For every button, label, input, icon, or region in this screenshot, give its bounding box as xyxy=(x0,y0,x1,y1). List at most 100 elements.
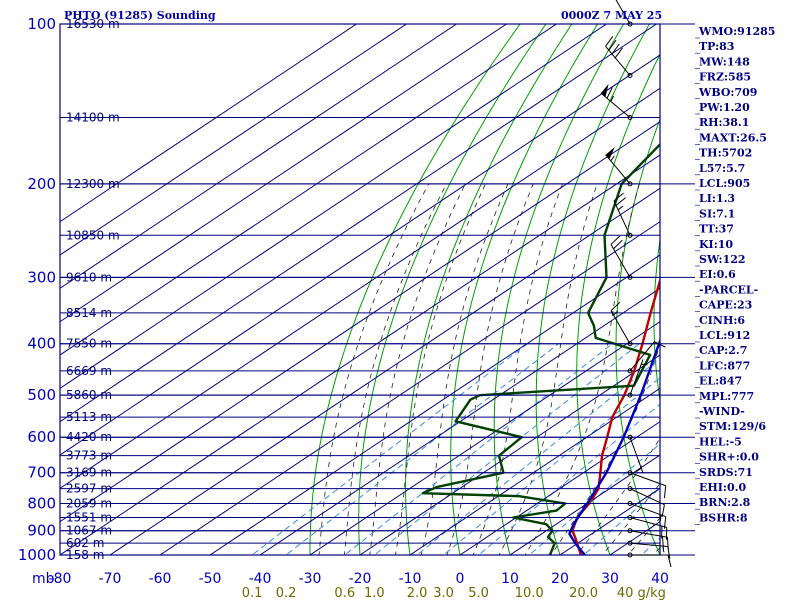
temperature-tick-label: -70 xyxy=(99,571,122,587)
wind-barb xyxy=(610,301,633,347)
height-label: 5113 m xyxy=(66,410,112,424)
barb-station xyxy=(627,115,633,121)
mixing-ratio-label: 5.0 xyxy=(468,586,489,600)
barb-half xyxy=(617,205,624,211)
wind-barb xyxy=(627,501,667,529)
isotherm xyxy=(60,24,357,223)
index-value: EL:847 xyxy=(699,375,742,388)
barb-full xyxy=(613,192,624,202)
sounding-time: 0000Z 7 MAY 25 xyxy=(561,9,662,22)
barb-staff xyxy=(615,0,631,25)
temperature-tick-label: -10 xyxy=(399,571,422,587)
sounding-traces xyxy=(421,142,660,555)
wind-barb xyxy=(627,341,666,374)
height-label: 158 m xyxy=(66,548,104,562)
barb-full xyxy=(611,43,620,55)
barb-staff xyxy=(629,437,644,474)
index-value: TT:37 xyxy=(699,223,734,236)
barb-station xyxy=(627,392,633,398)
mixing-ratio-label: 40 g/kg xyxy=(617,586,666,600)
index-value: STM:129/6 xyxy=(699,420,766,433)
height-label: 14100 m xyxy=(66,111,120,125)
index-value: LI:1.3 xyxy=(699,192,735,205)
index-value: BRN:2.8 xyxy=(699,496,751,509)
pressure-tick-label: 800 xyxy=(27,495,56,513)
parcel-line xyxy=(568,338,660,555)
barb-half xyxy=(613,310,619,316)
wind-barb xyxy=(615,0,633,27)
isotherm xyxy=(309,321,660,555)
isotherm xyxy=(359,354,660,555)
pressure-tick-label: 900 xyxy=(27,522,56,540)
mixing-ratio-label: 1.0 xyxy=(364,586,385,600)
moist-adiabat xyxy=(498,183,598,555)
moist-adiabat xyxy=(394,183,486,555)
temperature-tick-label: -60 xyxy=(149,571,172,587)
dry-adiabat xyxy=(576,53,660,555)
temperature-tick-label: -20 xyxy=(349,571,372,587)
barb-full xyxy=(661,536,664,549)
mixing-ratio-label: 10.0 xyxy=(515,586,544,600)
mixing-ratio-line xyxy=(416,357,660,555)
index-value: SHR+:0.0 xyxy=(699,451,759,464)
barb-full xyxy=(605,36,614,47)
barb-staff xyxy=(629,542,668,547)
isotherm xyxy=(159,221,660,555)
barb-station xyxy=(627,540,633,546)
pressure-tick-label: 600 xyxy=(27,428,56,446)
height-label: 2059 m xyxy=(66,497,112,511)
barb-full xyxy=(615,197,626,206)
barb-full xyxy=(654,341,666,348)
barb-half xyxy=(610,95,615,102)
index-value: FRZ:585 xyxy=(699,71,751,84)
barb-full xyxy=(663,516,667,529)
mixing-ratio-line xyxy=(373,343,640,555)
barb-staff xyxy=(629,503,666,518)
index-value: CAPE:23 xyxy=(699,299,752,312)
barb-pennant xyxy=(605,147,615,160)
index-value: LCL:912 xyxy=(699,329,750,342)
barb-staff xyxy=(629,488,665,506)
index-value: MW:148 xyxy=(699,55,750,68)
dewpoint-line xyxy=(421,142,660,555)
mixing-ratio-line xyxy=(442,377,660,555)
wind-barb xyxy=(627,470,667,499)
index-value: SRDS:71 xyxy=(699,466,753,479)
chart-title: PHTO (91285) Sounding xyxy=(64,9,216,22)
height-label: 3169 m xyxy=(66,466,112,480)
height-label: 1551 m xyxy=(66,511,112,525)
mixing-ratio-line xyxy=(528,443,660,555)
barb-station xyxy=(627,486,633,492)
pressure-tick-label: 300 xyxy=(27,268,56,286)
mixing-ratio-label: 0.6 xyxy=(334,586,355,600)
pressure-tick-label: 400 xyxy=(27,335,56,353)
barb-staff xyxy=(629,359,644,396)
pressure-tick-label: 1000 xyxy=(18,546,56,564)
barb-station xyxy=(627,274,633,280)
barb-staff xyxy=(629,341,655,372)
wind-barb xyxy=(605,147,633,187)
barb-full xyxy=(608,39,617,51)
dry-adiabat xyxy=(493,24,625,555)
mixing-ratio-label: 2.0 xyxy=(407,586,428,600)
height-label: 10850 m xyxy=(66,228,120,242)
pressure-tick-label: 100 xyxy=(27,15,56,33)
pressure-tick-label: 200 xyxy=(27,175,56,193)
barb-station xyxy=(627,232,633,238)
dry-adiabat xyxy=(535,24,650,555)
mixing-ratio-label: 0.2 xyxy=(276,586,297,600)
isotherm xyxy=(60,121,660,523)
barb-station xyxy=(627,470,633,476)
index-value: MPL:777 xyxy=(699,390,754,403)
isotherm xyxy=(60,24,507,323)
isotherm xyxy=(209,254,660,555)
height-label: 16530 m xyxy=(66,17,120,31)
height-label: 602 m xyxy=(66,536,104,550)
chart-grid xyxy=(60,24,660,555)
barb-full xyxy=(661,504,665,517)
index-value: LFC:877 xyxy=(699,359,750,372)
pressure-unit-label: mb xyxy=(32,571,55,587)
barb-full xyxy=(663,485,667,499)
height-label: 7550 m xyxy=(66,337,112,351)
